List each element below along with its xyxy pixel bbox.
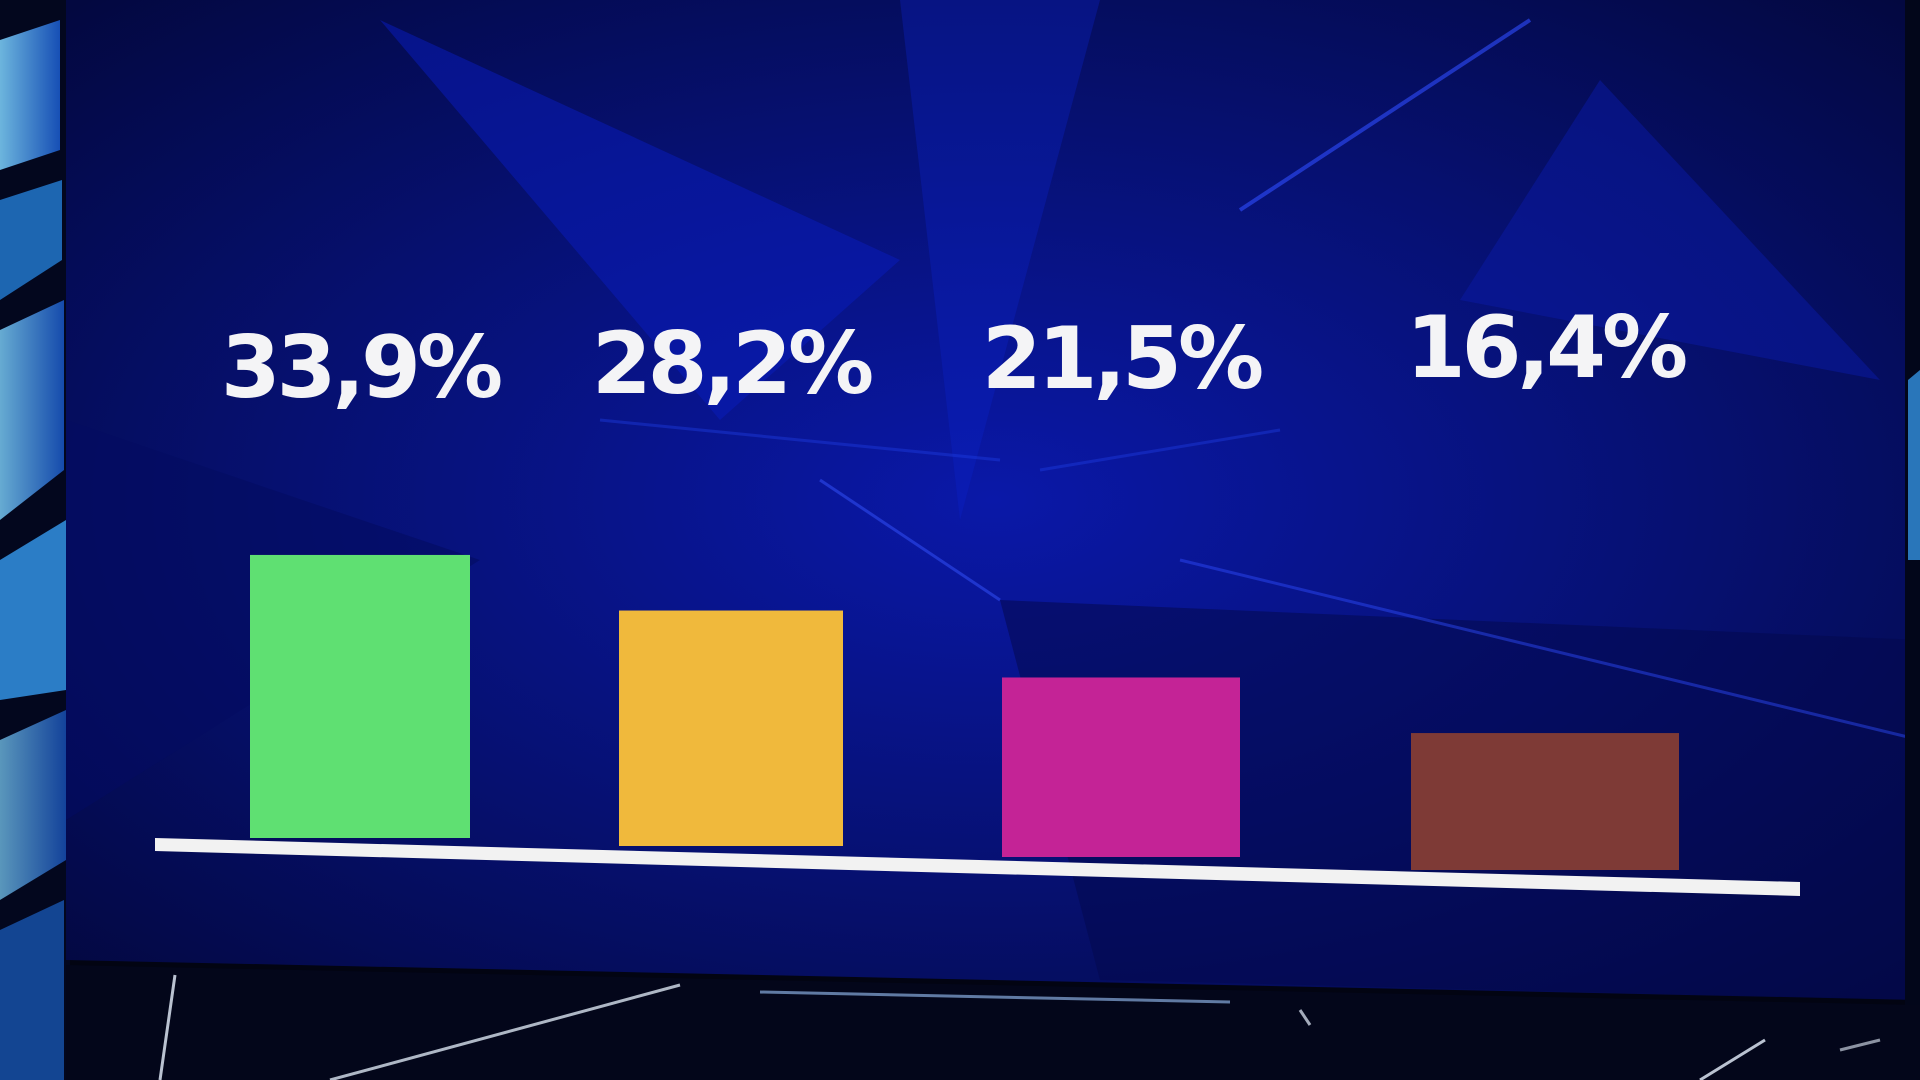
labels-layer: 33,9% 28,2% 21,5% 16,4%: [221, 298, 1690, 418]
bar-value-label-2: 28,2%: [592, 314, 872, 414]
bar-2: [619, 610, 843, 846]
right-studio-wall: [1905, 0, 1920, 1080]
bar-3: [1002, 677, 1240, 857]
left-studio-wall: [0, 0, 70, 1080]
bar-value-label-3: 21,5%: [982, 309, 1262, 409]
bar-value-label-1: 33,9%: [221, 318, 501, 418]
studio-floor: [66, 965, 1920, 1080]
bar-value-label-4: 16,4%: [1406, 298, 1686, 398]
bars-layer: [250, 554, 1679, 870]
bar-1: [250, 554, 470, 838]
bar-4: [1411, 733, 1679, 870]
chart-baseline: [155, 838, 1800, 896]
